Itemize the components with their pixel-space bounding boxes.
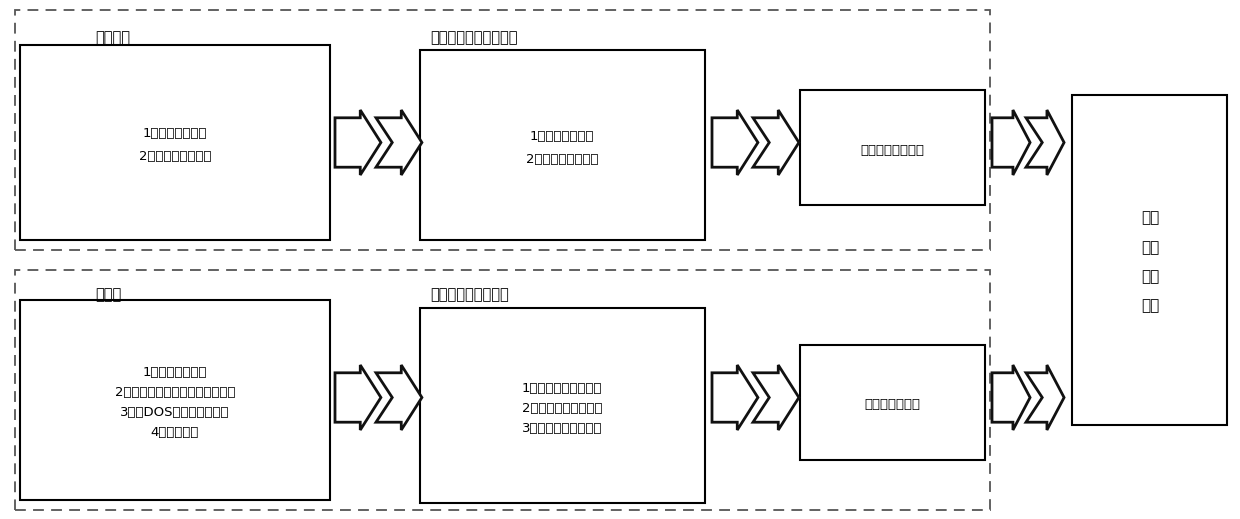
Polygon shape [1025, 110, 1064, 175]
Bar [20, 45, 330, 240]
Text: 1、打包信誉评估
2、时间戳信誉评估: 1、打包信誉评估 2、时间戳信誉评估 [526, 130, 598, 166]
Bar [1073, 95, 1228, 425]
Bar [420, 308, 706, 503]
Bar [15, 10, 990, 250]
Polygon shape [335, 110, 381, 175]
Text: 客户端多维信誉管理: 客户端多维信誉管理 [430, 287, 508, 302]
Bar [20, 300, 330, 500]
Text: 异常
交易
识别
算法: 异常 交易 识别 算法 [1141, 210, 1159, 313]
Polygon shape [335, 365, 381, 430]
Bar [420, 50, 706, 240]
Bar [15, 270, 990, 510]
Text: 1、打包顺序错乱
2、随意操纵时间戳: 1、打包顺序错乱 2、随意操纵时间戳 [139, 127, 211, 163]
Text: 客户端: 客户端 [95, 287, 122, 302]
Text: 1、调用参数错误
2、受短地址攻击等交易数目错误
3、受DOS攻击等恶意调用
4、双花问题: 1、调用参数错误 2、受短地址攻击等交易数目错误 3、受DOS攻击等恶意调用 4… [115, 365, 236, 439]
Polygon shape [753, 365, 799, 430]
Polygon shape [712, 365, 758, 430]
Polygon shape [1025, 365, 1064, 430]
Polygon shape [753, 110, 799, 175]
Polygon shape [712, 110, 758, 175]
Text: 异常联盟节点监测: 异常联盟节点监测 [861, 143, 924, 157]
Text: 1、合约参数信誉评估
2、合约加载信誉评估
3、合约调用信誉评估: 1、合约参数信誉评估 2、合约加载信誉评估 3、合约调用信誉评估 [522, 381, 603, 434]
Text: 联盟节点多维信誉管理: 联盟节点多维信誉管理 [430, 30, 517, 45]
Text: 异常客户端监测: 异常客户端监测 [864, 399, 920, 412]
Bar [800, 345, 985, 460]
Polygon shape [992, 110, 1030, 175]
Text: 联盟节点: 联盟节点 [95, 30, 130, 45]
Polygon shape [376, 365, 422, 430]
Polygon shape [376, 110, 422, 175]
Bar [800, 90, 985, 205]
Polygon shape [992, 365, 1030, 430]
